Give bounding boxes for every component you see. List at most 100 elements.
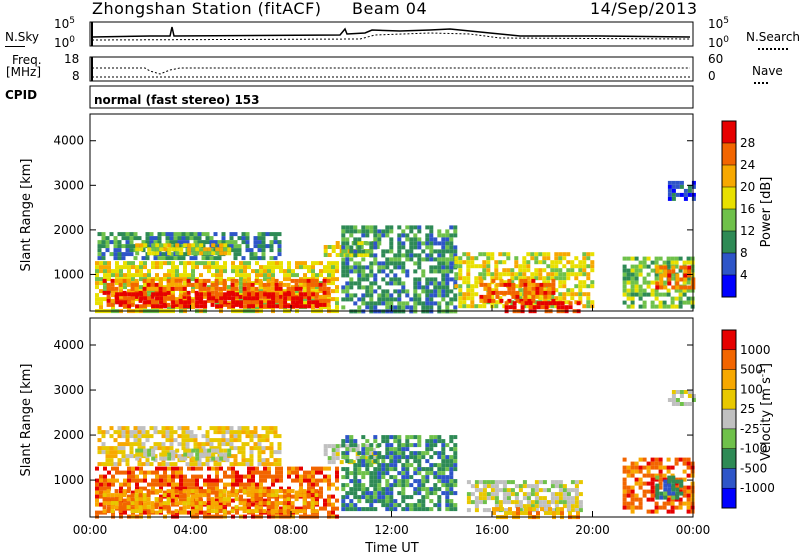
heatmap-cell	[203, 478, 207, 483]
heatmap-cell	[169, 232, 174, 237]
heatmap-cell	[235, 470, 239, 475]
heatmap-cell	[261, 232, 266, 237]
heatmap-cell	[207, 482, 211, 487]
heatmap-cell	[466, 268, 471, 273]
heatmap-cell	[267, 510, 271, 515]
heatmap-cell	[195, 285, 199, 290]
heatmap-cell	[554, 276, 559, 281]
heatmap-cell	[125, 430, 130, 435]
heatmap-cell	[550, 276, 555, 281]
heatmap-cell	[239, 297, 243, 302]
heatmap-cell	[453, 245, 458, 250]
heatmap-cell	[114, 505, 119, 510]
x-tick-label: 16:00	[475, 523, 510, 537]
heatmap-cell	[429, 439, 434, 444]
heatmap-cell	[470, 288, 475, 293]
heatmap-cell	[103, 285, 107, 290]
heatmap-cell	[622, 272, 627, 277]
heatmap-cell	[474, 280, 479, 285]
heatmap-cell	[341, 475, 346, 480]
heatmap-cell	[494, 500, 499, 505]
heatmap-cell	[662, 505, 667, 510]
heatmap-cell	[401, 301, 406, 306]
heatmap-cell	[263, 486, 267, 491]
heatmap-cell	[369, 229, 374, 234]
heatmap-cell	[241, 462, 246, 467]
heatmap-cell	[225, 240, 230, 245]
heatmap-cell	[197, 232, 202, 237]
heatmap-cell	[255, 470, 259, 475]
heatmap-cell	[433, 285, 438, 290]
heatmap-cell	[171, 452, 176, 457]
heatmap-cell	[385, 467, 390, 472]
heatmap-cell	[666, 264, 671, 269]
heatmap-cell	[145, 462, 150, 467]
heatmap-cell	[413, 281, 418, 286]
heatmap-cell	[271, 482, 275, 487]
heatmap-cell	[167, 296, 172, 301]
heatmap-cell	[103, 482, 107, 487]
heatmap-cell	[175, 251, 180, 256]
heatmap-cell	[163, 490, 167, 495]
heatmap-cell	[512, 301, 517, 306]
heatmap-cell	[478, 488, 483, 493]
heatmap-cell	[239, 289, 243, 294]
heatmap-cell	[163, 273, 167, 278]
heatmap-cell	[654, 256, 659, 261]
y-tick-label: 1000	[53, 267, 84, 281]
heatmap-cell	[241, 240, 246, 245]
x-tick-label: 20:00	[575, 523, 610, 537]
heatmap-cell	[578, 260, 583, 265]
heatmap-cell	[349, 285, 354, 290]
heatmap-cell	[261, 426, 266, 431]
heatmap-cell	[155, 265, 159, 270]
heatmap-cell	[126, 278, 131, 283]
heatmap-cell	[243, 474, 247, 479]
heatmap-cell	[138, 497, 143, 502]
heatmap-cell	[231, 300, 236, 305]
heatmap-cell	[409, 305, 414, 310]
heatmap-cell	[550, 296, 555, 301]
heatmap-cell	[302, 278, 307, 283]
heatmap-cell	[311, 470, 315, 475]
heatmap-cell	[129, 240, 134, 245]
heatmap-cell	[554, 484, 559, 489]
heatmap-cell	[171, 261, 175, 266]
heatmap-cell	[433, 269, 438, 274]
heatmap-cell	[678, 497, 683, 502]
heatmap-cell	[357, 305, 362, 310]
heatmap-cell	[150, 282, 155, 287]
heatmap-cell	[512, 305, 517, 310]
heatmap-cell	[377, 455, 382, 460]
heatmap-cell	[174, 302, 179, 307]
heatmap-cell	[498, 276, 503, 281]
heatmap-cell	[287, 269, 291, 274]
heatmap-cell	[373, 507, 378, 512]
heatmap-cell	[219, 296, 224, 301]
heatmap-cell	[630, 292, 635, 297]
heatmap-cell	[650, 280, 655, 285]
heatmap-cell	[570, 508, 575, 513]
heatmap-cell	[361, 463, 366, 468]
heatmap-cell	[574, 488, 579, 493]
heatmap-cell	[207, 269, 211, 274]
heatmap-cell	[191, 265, 195, 270]
heatmap-cell	[195, 296, 200, 301]
heatmap-cell	[574, 500, 579, 505]
heatmap-cell	[667, 277, 672, 282]
heatmap-cell	[218, 286, 223, 291]
heatmap-cell	[103, 490, 107, 495]
heatmap-cell	[274, 493, 279, 498]
heatmap-cell	[223, 470, 227, 475]
heatmap-cell	[257, 458, 262, 463]
heatmap-cell	[101, 252, 106, 257]
heatmap-cell	[269, 450, 274, 455]
heatmap-cell	[421, 249, 426, 254]
xaxis-label: Time UT	[364, 541, 418, 554]
heatmap-cell	[101, 434, 106, 439]
heatmap-cell	[221, 434, 226, 439]
heatmap-cell	[198, 493, 203, 498]
heatmap-cell	[349, 439, 354, 444]
heatmap-cell	[671, 475, 676, 480]
heatmap-cell	[413, 507, 418, 512]
